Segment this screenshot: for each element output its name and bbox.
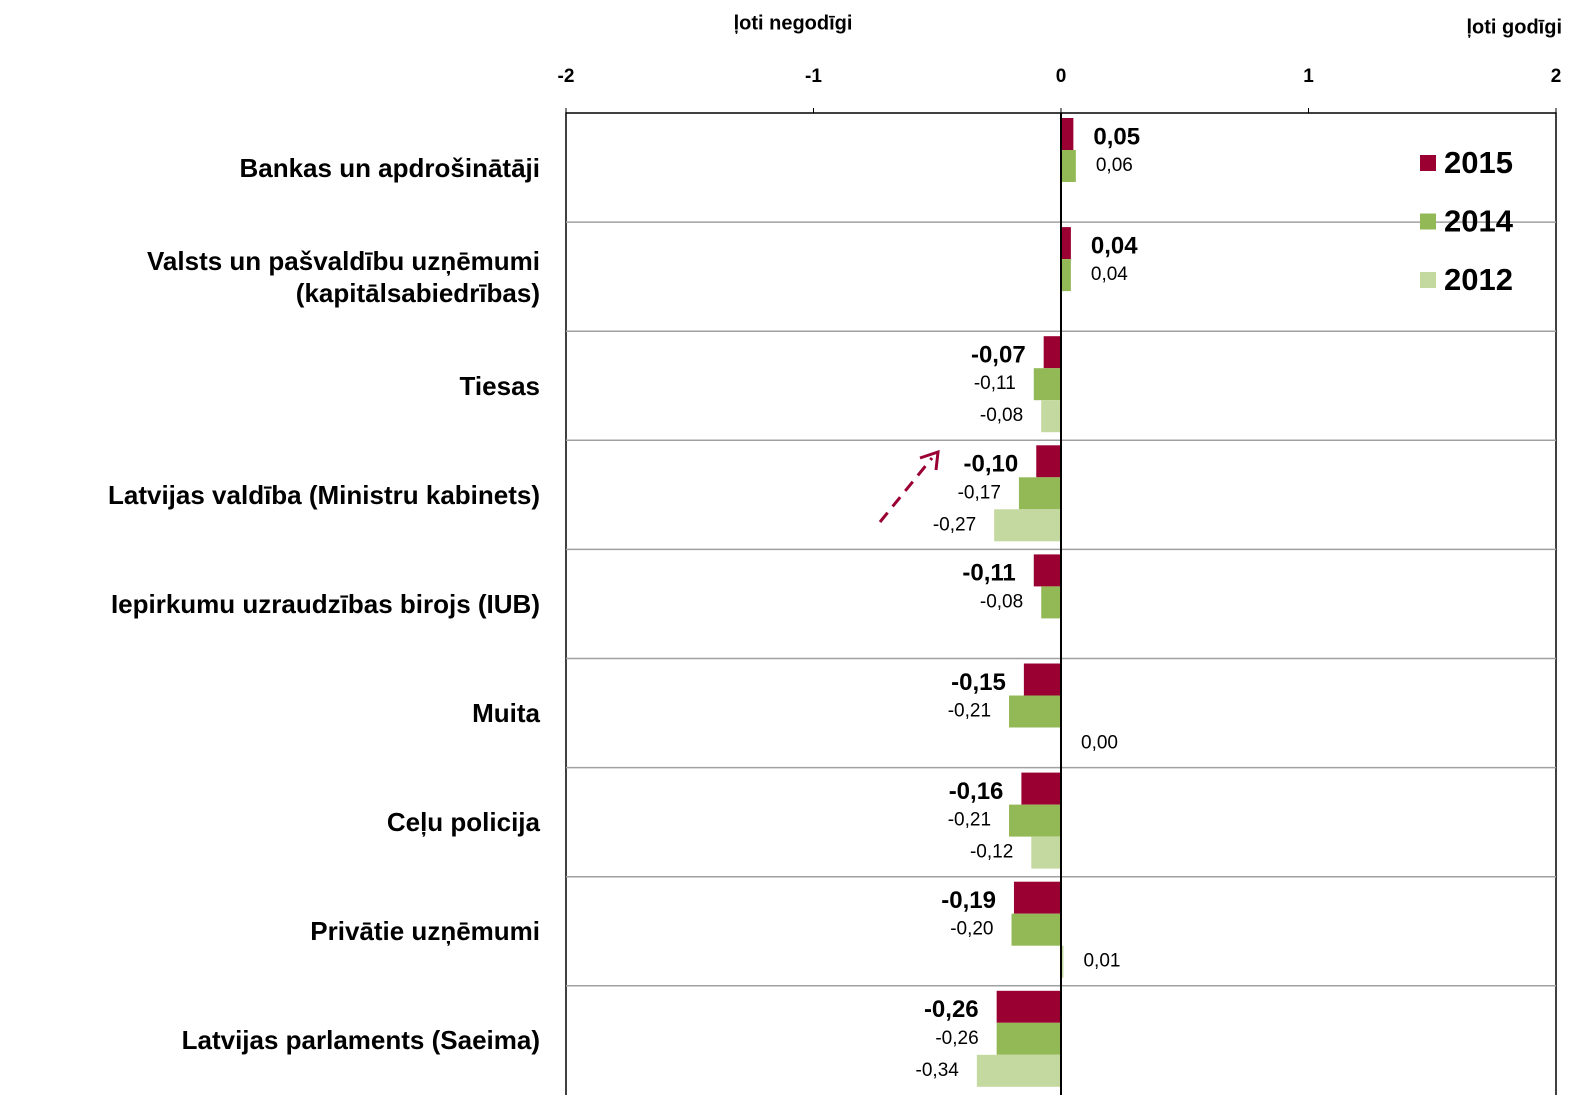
legend-swatch	[1420, 213, 1436, 230]
arrow-head	[919, 449, 940, 471]
bar	[1031, 836, 1061, 869]
value-label: -0,27	[933, 514, 976, 535]
category-label: Iepirkumu uzraudzības birojs (IUB)	[110, 588, 540, 619]
bar	[1009, 804, 1061, 837]
bar	[1061, 118, 1074, 150]
bar	[1041, 400, 1061, 433]
x-tick-label: 2	[1551, 66, 1562, 87]
value-label: -0,26	[924, 996, 979, 1023]
bar	[1018, 477, 1061, 510]
legend-swatch	[1420, 272, 1436, 288]
value-label: -0,34	[916, 1060, 960, 1081]
value-label: -0,08	[980, 405, 1023, 426]
x-tick-label: 0	[1056, 66, 1067, 87]
category-label: Latvijas parlaments (Saeima)	[181, 1025, 540, 1056]
value-label: 0,04	[1091, 264, 1128, 285]
value-label: -0,08	[980, 591, 1023, 612]
value-label: 0,04	[1091, 232, 1138, 259]
value-label: -0,07	[971, 342, 1026, 369]
bar	[1061, 259, 1071, 292]
x-tick-label: 1	[1303, 66, 1314, 87]
legend-label: 2015	[1444, 145, 1513, 180]
bar	[1009, 695, 1061, 728]
bar	[1033, 368, 1061, 401]
value-label: -0,11	[962, 560, 1015, 587]
legend-label: 2012	[1444, 262, 1513, 297]
value-label: 0,00	[1081, 733, 1118, 754]
value-label: -0,17	[958, 482, 1001, 503]
bar	[1013, 881, 1061, 914]
bar	[996, 1022, 1061, 1055]
value-label: -0,15	[951, 669, 1006, 696]
value-label: -0,11	[974, 373, 1016, 394]
value-label: -0,26	[935, 1028, 978, 1049]
category-label: Tiesas	[459, 370, 540, 401]
arrow-line	[878, 457, 934, 523]
value-label: 0,01	[1083, 951, 1120, 972]
value-label: 0,06	[1096, 155, 1133, 176]
bar	[1061, 227, 1071, 260]
bar	[1061, 150, 1076, 182]
value-label: -0,16	[949, 778, 1004, 805]
category-label: Muita	[472, 698, 540, 729]
axis-label-left: ļoti negodīgi	[734, 12, 853, 34]
bar	[1023, 663, 1061, 696]
category-label: Bankas un apdrošinātāji	[239, 152, 540, 183]
bar	[1061, 945, 1064, 978]
bar	[976, 1054, 1061, 1087]
value-label: 0,05	[1093, 123, 1140, 150]
category-label: Latvijas valdība (Ministru kabinets)	[108, 479, 540, 510]
bar	[1036, 445, 1061, 478]
category-label: Valsts un pašvaldību uzņēmumi (kapitālsa…	[147, 245, 540, 308]
bar	[994, 509, 1061, 542]
legend-swatch	[1420, 155, 1436, 171]
bar	[1021, 772, 1061, 805]
axis-label-right: ļoti godīgi	[1466, 16, 1562, 38]
x-tick-label: -2	[558, 66, 575, 87]
value-label: -0,12	[970, 842, 1013, 863]
bar	[1041, 586, 1061, 619]
arrow-annotation	[878, 449, 940, 523]
legend-label: 2014	[1444, 204, 1514, 239]
bar	[1043, 336, 1061, 369]
bar	[996, 990, 1061, 1023]
category-label: Privātie uzņēmumi	[310, 916, 540, 947]
value-label: -0,21	[948, 701, 991, 722]
value-label: -0,21	[948, 810, 991, 831]
value-label: -0,19	[941, 887, 996, 914]
value-label: -0,20	[950, 919, 993, 940]
category-label: Ceļu policija	[386, 807, 540, 838]
value-label: -0,10	[964, 451, 1019, 478]
bar	[1033, 554, 1061, 587]
bar	[1011, 913, 1061, 946]
x-tick-label: -1	[805, 66, 822, 87]
